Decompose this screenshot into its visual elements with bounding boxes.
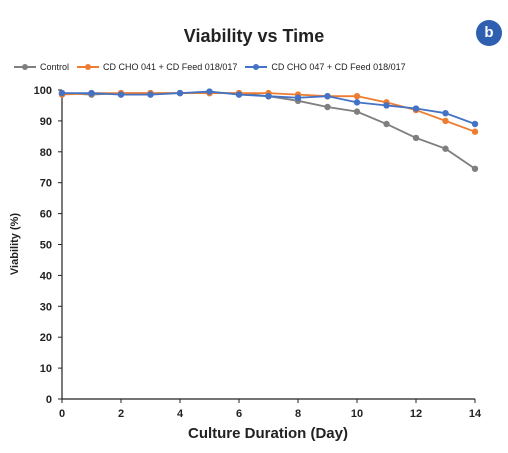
- data-point: [324, 92, 331, 100]
- y-axis-title: Viability (%): [9, 213, 21, 275]
- data-point: [442, 145, 449, 152]
- legend: Control CD CHO 041 + CD Feed 018/017 CD …: [14, 59, 414, 75]
- x-tick-label: 4: [177, 408, 184, 420]
- x-axis-title: Culture Duration (Day): [188, 425, 348, 442]
- panel-badge: b: [476, 20, 502, 46]
- legend-label-cho041: CD CHO 041 + CD Feed 018/017: [103, 62, 238, 72]
- y-tick-label: 90: [40, 116, 52, 128]
- legend-label-cho047: CD CHO 047 + CD Feed 018/017: [271, 62, 406, 72]
- data-point: [294, 94, 302, 101]
- data-point: [58, 89, 66, 97]
- data-point: [471, 165, 479, 172]
- y-tick-label: 10: [40, 363, 52, 375]
- x-tick-label: 8: [295, 408, 301, 420]
- data-point: [471, 128, 479, 135]
- x-tick-label: 0: [59, 408, 65, 420]
- x-tick-label: 10: [351, 408, 363, 420]
- series-line: [61, 92, 476, 170]
- x-tick-label: 12: [410, 408, 422, 420]
- chart-title: Viability vs Time: [183, 26, 325, 46]
- data-point: [353, 92, 361, 100]
- legend-label-control: Control: [40, 62, 70, 72]
- legend-marker-cho047: [245, 62, 268, 72]
- legend-item-control: Control: [14, 62, 69, 72]
- data-point: [176, 89, 184, 97]
- legend-marker-cho041: [77, 62, 100, 72]
- data-point: [442, 117, 449, 125]
- x-tick-label: 6: [236, 408, 242, 420]
- legend-item-cho047: CD CHO 047 + CD Feed 018/017: [245, 62, 406, 72]
- data-point: [235, 91, 243, 98]
- y-tick-label: 60: [40, 209, 52, 221]
- series-0: [58, 89, 479, 172]
- y-tick-label: 0: [46, 394, 52, 406]
- x-tick-label: 14: [469, 408, 482, 420]
- series-layer: [58, 88, 479, 172]
- y-tick-label: 30: [40, 301, 52, 313]
- legend-marker-control: [14, 62, 36, 72]
- data-point: [442, 109, 449, 117]
- data-point: [471, 120, 479, 128]
- data-point: [147, 91, 154, 98]
- y-tick-label: 80: [40, 147, 52, 159]
- y-tick-label: 50: [40, 240, 52, 252]
- data-point: [412, 134, 420, 142]
- data-point: [353, 99, 361, 106]
- data-point: [412, 105, 420, 112]
- data-point: [383, 120, 390, 128]
- axis-labels: Culture Duration (Day) Viability (%): [9, 213, 348, 442]
- x-tick-label: 2: [118, 408, 124, 420]
- data-point: [383, 102, 390, 109]
- data-point: [206, 88, 213, 95]
- data-point: [88, 89, 95, 97]
- y-tick-label: 20: [40, 332, 52, 344]
- data-point: [324, 103, 331, 111]
- y-tick-label: 40: [40, 270, 52, 282]
- y-tick-label: 70: [40, 178, 52, 190]
- data-point: [265, 92, 272, 100]
- y-tick-label: 100: [34, 85, 52, 97]
- series-2: [58, 88, 479, 128]
- data-point: [117, 91, 125, 98]
- axes: 0 10 20 30 40 50 60 70 80 90 100 0 2 4 6 8 10 12 14: [34, 85, 482, 420]
- data-point: [353, 108, 361, 115]
- legend-item-cho041: CD CHO 041 + CD Feed 018/017: [77, 62, 237, 72]
